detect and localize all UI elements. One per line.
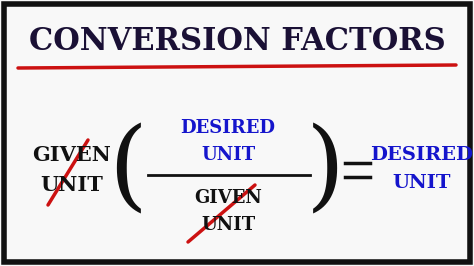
Text: ): ) [306,124,345,220]
Text: UNIT: UNIT [201,146,255,164]
Text: UNIT: UNIT [393,174,451,192]
Text: DESIRED: DESIRED [181,119,275,137]
Text: (: ( [109,124,147,220]
Text: CONVERSION FACTORS: CONVERSION FACTORS [28,27,446,57]
Text: GIVEN: GIVEN [33,145,111,165]
Text: DESIRED: DESIRED [371,146,474,164]
Text: GIVEN: GIVEN [194,189,262,207]
Text: UNIT: UNIT [41,175,103,195]
Text: UNIT: UNIT [201,216,255,234]
